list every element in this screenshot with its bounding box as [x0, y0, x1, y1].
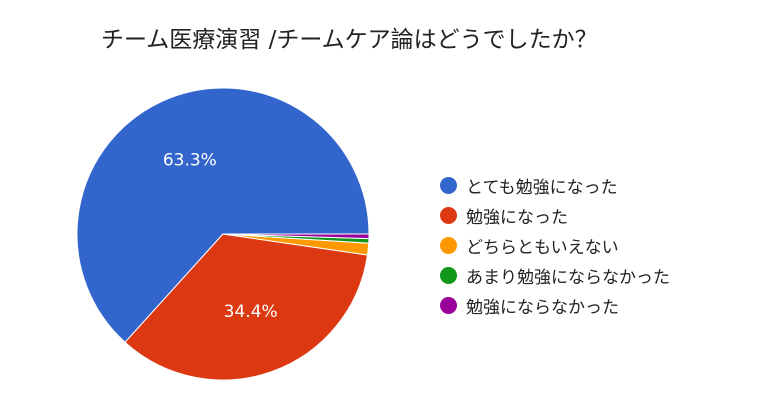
legend-item-4: 勉強にならなかった	[440, 290, 670, 320]
chart-title: チーム医療演習 /チームケア論はどうでしたか？	[101, 27, 598, 53]
pie-slice-1	[124, 233, 369, 381]
legend-label-0: とても勉強になった	[466, 177, 618, 198]
pie-slice-0	[76, 87, 370, 344]
legend: とても勉強になった 勉強になったどちらともいえないあまり勉強にならなかった 勉強にな…	[440, 170, 670, 320]
legend-swatch-1	[440, 206, 457, 224]
legend-label-4: 勉強にならなかった	[466, 297, 619, 318]
legend-item-3: あまり勉強にならなかった	[440, 260, 670, 290]
legend-swatch-4	[440, 296, 457, 314]
legend-swatch-0	[440, 176, 457, 194]
legend-item-0: とても勉強になった	[440, 170, 670, 200]
legend-swatch-2	[440, 236, 457, 254]
legend-label-1: 勉強になった	[466, 207, 568, 228]
legend-item-2: どちらともいえない	[440, 230, 670, 260]
legend-swatch-3	[440, 266, 457, 284]
pie-slice-4	[222, 233, 370, 240]
legend-item-1: 勉強になった	[440, 200, 670, 230]
legend-label-2: どちらともいえない	[466, 237, 619, 258]
slice-data-label-1: 34.4%	[224, 302, 278, 322]
slice-data-label-0: 63.3%	[163, 150, 217, 170]
legend-label-3: あまり勉強にならなかった	[466, 267, 670, 288]
